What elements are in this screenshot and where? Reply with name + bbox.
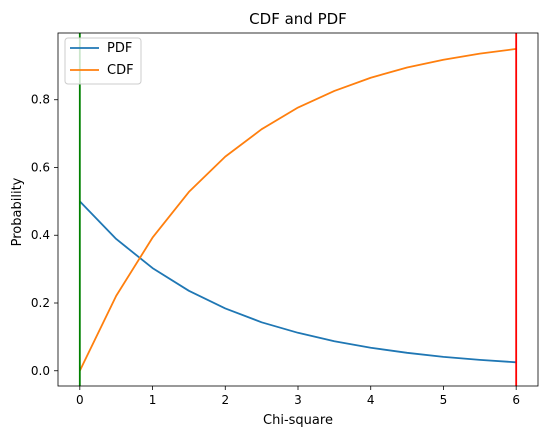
series-line-cdf (79, 48, 517, 372)
y-tick-label: 0.8 (31, 93, 50, 107)
y-tick-label: 0.4 (31, 228, 50, 242)
chart-title: CDF and PDF (249, 10, 347, 28)
y-tick-label: 0.0 (31, 364, 50, 378)
x-tick-label: 6 (512, 393, 520, 407)
vertical-lines (78, 33, 518, 386)
legend-label-cdf: CDF (107, 63, 134, 78)
x-tick-label: 3 (294, 393, 302, 407)
y-axis-label: Probability (10, 177, 25, 246)
y-axis-ticks: 0.0 0.2 0.4 0.6 0.8 (31, 93, 58, 378)
legend-box (64, 37, 142, 85)
legend: PDF CDF (64, 37, 142, 85)
x-axis-ticks: 0 1 2 3 4 5 6 (76, 386, 520, 407)
y-tick-label: 0.2 (31, 296, 50, 310)
plot-lines (79, 48, 517, 372)
x-tick-label: 2 (221, 393, 229, 407)
x-tick-label: 0 (76, 393, 84, 407)
x-axis-label: Chi-square (263, 413, 333, 428)
y-tick-label: 0.6 (31, 160, 50, 174)
series-line-pdf (79, 200, 517, 364)
legend-label-pdf: PDF (107, 41, 132, 56)
x-tick-label: 5 (440, 393, 448, 407)
x-tick-label: 1 (149, 393, 157, 407)
x-tick-label: 4 (367, 393, 375, 407)
